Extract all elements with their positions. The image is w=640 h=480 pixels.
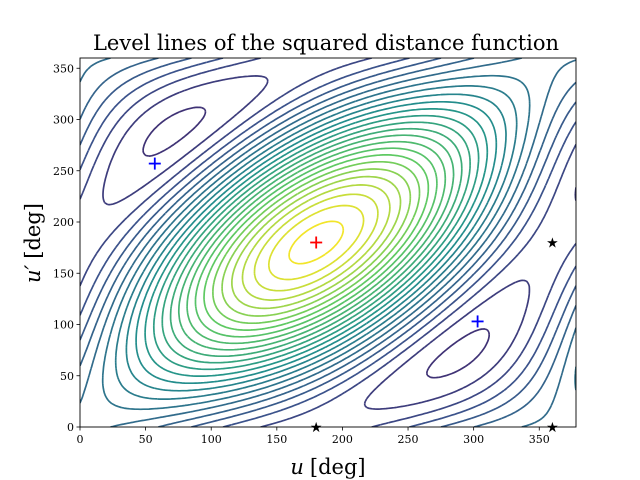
contour-level bbox=[144, 108, 489, 377]
y-tick-label: 0 bbox=[67, 421, 74, 434]
x-tick-label: 0 bbox=[77, 433, 84, 446]
x-tick-label: 200 bbox=[332, 433, 353, 446]
contour-level bbox=[101, 74, 576, 411]
contour-level bbox=[125, 93, 507, 392]
y-tick-label: 200 bbox=[53, 216, 74, 229]
x-tick-label: 300 bbox=[463, 433, 484, 446]
plot-frame bbox=[79, 57, 577, 428]
contour-level bbox=[152, 114, 480, 371]
contour-level bbox=[194, 147, 438, 338]
y-tick-label: 150 bbox=[53, 267, 74, 280]
contour-level bbox=[186, 140, 447, 345]
contour-level bbox=[288, 220, 345, 265]
marker-minimum-1 bbox=[148, 157, 161, 170]
x-tick-label: 50 bbox=[139, 433, 153, 446]
contour-level bbox=[203, 154, 430, 331]
contour-level bbox=[221, 168, 412, 317]
contour-level bbox=[267, 204, 365, 281]
marker-star-3: ★ bbox=[546, 420, 559, 436]
y-axis-label-unit: [deg] bbox=[21, 203, 45, 259]
x-tick-label: 250 bbox=[398, 433, 419, 446]
x-tick-label: 100 bbox=[201, 433, 222, 446]
y-tick-label: 250 bbox=[53, 165, 74, 178]
contour-level bbox=[114, 85, 518, 400]
y-axis-ticks: 0 50 100 150 200 250 300 350 bbox=[53, 62, 80, 434]
chart-title: Level lines of the squared distance func… bbox=[93, 31, 559, 55]
y-tick-label: 350 bbox=[53, 62, 74, 75]
x-tick-label: 350 bbox=[529, 433, 550, 446]
x-axis-label-var: u bbox=[290, 455, 304, 479]
x-axis-ticks: 0 50 100 150 200 250 300 350 bbox=[77, 427, 550, 446]
contour-level bbox=[212, 160, 421, 325]
y-tick-label: 50 bbox=[60, 370, 74, 383]
marker-minimum-2 bbox=[471, 315, 484, 328]
marker-star-2: ★ bbox=[310, 420, 323, 436]
y-tick-label: 300 bbox=[53, 114, 74, 127]
contour-level bbox=[142, 106, 491, 379]
y-tick-label: 100 bbox=[53, 319, 74, 332]
markers: ★ ★ ★ bbox=[148, 157, 559, 436]
x-axis-label: u [deg] bbox=[290, 455, 365, 479]
x-tick-label: 150 bbox=[266, 433, 287, 446]
contour-level bbox=[169, 127, 463, 358]
contour-level bbox=[231, 175, 402, 310]
contour-level bbox=[241, 184, 391, 301]
y-axis-label: u′ [deg] bbox=[21, 203, 45, 283]
contour-level bbox=[161, 121, 471, 364]
x-axis-label-unit: [deg] bbox=[310, 455, 366, 479]
contour-level bbox=[102, 75, 576, 410]
marker-maximum bbox=[310, 236, 323, 249]
contour-lines bbox=[80, 58, 576, 427]
contour-level bbox=[253, 193, 379, 292]
contour-level bbox=[135, 100, 498, 385]
y-axis-label-var: u′ bbox=[21, 264, 45, 283]
marker-star-1: ★ bbox=[546, 236, 559, 252]
contour-level bbox=[177, 134, 455, 351]
